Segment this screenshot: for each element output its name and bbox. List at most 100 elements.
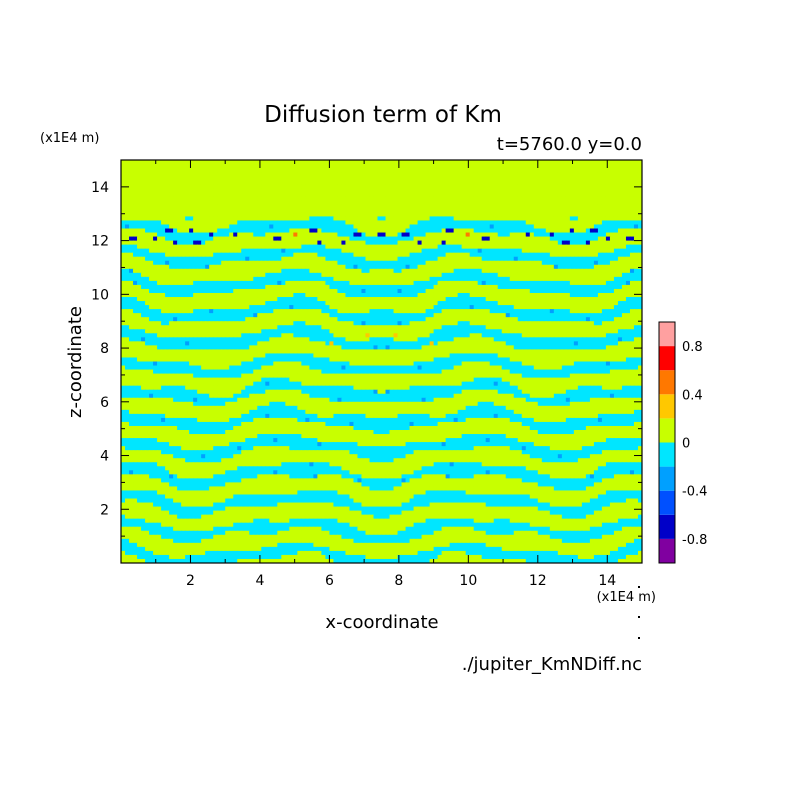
heatmap-cell <box>253 184 258 189</box>
heatmap-cell <box>441 160 447 165</box>
heatmap-cell <box>573 216 579 222</box>
heatmap-cell <box>361 224 367 230</box>
heatmap-cell <box>229 284 234 290</box>
heatmap-cell <box>449 236 455 242</box>
heatmap-cell <box>485 172 491 177</box>
heatmap-cell <box>305 204 310 209</box>
heatmap-cell <box>589 168 595 173</box>
heatmap-cell <box>325 268 330 274</box>
heatmap-cell <box>137 280 142 286</box>
heatmap-cell <box>409 220 415 226</box>
heatmap-cell <box>513 268 519 274</box>
heatmap-cell <box>513 256 519 262</box>
heatmap-cell <box>341 160 347 165</box>
heatmap-cell <box>305 180 310 185</box>
heatmap-cell <box>141 297 146 302</box>
heatmap-cell <box>489 168 495 173</box>
heatmap-cell <box>249 216 254 222</box>
heatmap-cell <box>453 200 459 205</box>
heatmap-cell <box>121 252 126 258</box>
heatmap-cell <box>217 212 222 218</box>
heatmap-cell <box>249 240 254 246</box>
heatmap-cell <box>189 252 194 258</box>
heatmap-cell <box>325 228 330 234</box>
heatmap-cell <box>533 216 539 222</box>
heatmap-cell <box>445 244 451 250</box>
heatmap-cell <box>585 180 591 185</box>
heatmap-cell <box>545 252 551 258</box>
heatmap-cell <box>373 288 379 294</box>
heatmap-cell <box>225 168 230 173</box>
heatmap-cell <box>521 180 527 185</box>
heatmap-cell <box>625 248 631 254</box>
heatmap-cell <box>329 244 335 250</box>
heatmap-cell <box>513 160 519 165</box>
heatmap-cell <box>609 256 615 262</box>
heatmap-cell <box>453 268 459 274</box>
heatmap-cell <box>137 288 142 294</box>
heatmap-cell <box>253 276 258 282</box>
heatmap-cell <box>585 208 591 213</box>
heatmap-cell <box>581 252 587 258</box>
heatmap-cell <box>537 184 543 189</box>
heatmap-cell <box>637 292 642 298</box>
heatmap-cell <box>537 204 543 209</box>
heatmap-cell <box>285 168 290 173</box>
heatmap-cell <box>561 216 567 222</box>
heatmap-cell <box>269 216 274 222</box>
heatmap-cell <box>317 228 322 234</box>
heatmap-cell <box>613 228 619 234</box>
heatmap-cell <box>461 224 467 230</box>
heatmap-cell <box>637 284 642 290</box>
heatmap-cell <box>285 180 290 185</box>
heatmap-cell <box>569 244 575 250</box>
heatmap-cell <box>573 220 579 226</box>
heatmap-cell <box>477 297 483 302</box>
heatmap-cell <box>489 288 495 294</box>
heatmap-cell <box>277 208 282 213</box>
heatmap-cell <box>177 240 182 246</box>
heatmap-cell <box>501 176 507 181</box>
heatmap-cell <box>445 280 451 286</box>
heatmap-cell <box>237 168 242 173</box>
heatmap-cell <box>313 196 318 201</box>
heatmap-cell <box>625 184 631 189</box>
heatmap-cell <box>489 208 495 213</box>
heatmap-cell <box>597 305 603 310</box>
heatmap-cell <box>313 188 318 193</box>
heatmap-cell <box>445 272 451 278</box>
heatmap-cell <box>317 232 322 238</box>
heatmap-cell <box>509 188 515 193</box>
heatmap-cell <box>361 188 367 193</box>
heatmap-cell <box>441 184 447 189</box>
heatmap-cell <box>285 264 290 270</box>
heatmap-cell <box>529 288 535 294</box>
heatmap-cell <box>593 212 599 218</box>
heatmap-cell <box>541 200 547 205</box>
heatmap-cell <box>413 180 419 185</box>
heatmap-cell <box>269 160 274 165</box>
heatmap-cell <box>309 264 314 270</box>
heatmap-cell <box>253 236 258 242</box>
heatmap-cell <box>493 240 499 246</box>
heatmap-cell <box>221 309 226 314</box>
heatmap-cell <box>549 220 555 226</box>
heatmap-cell <box>449 305 455 310</box>
heatmap-cell <box>529 168 535 173</box>
heatmap-cell <box>469 196 475 201</box>
heatmap-cell <box>505 272 511 278</box>
heatmap-cell <box>349 192 355 197</box>
heatmap-cell <box>229 264 234 270</box>
heatmap-cell <box>233 192 238 197</box>
heatmap-cell <box>329 212 335 218</box>
heatmap-cell <box>477 236 483 242</box>
heatmap-cell <box>125 297 130 302</box>
heatmap-cell <box>229 313 234 318</box>
heatmap-cell <box>381 172 387 177</box>
heatmap-cell <box>141 313 146 318</box>
heatmap-cell <box>129 276 134 282</box>
heatmap-cell <box>129 204 134 209</box>
heatmap-cell <box>237 212 242 218</box>
heatmap-cell <box>161 256 166 262</box>
heatmap-cell <box>273 176 278 181</box>
